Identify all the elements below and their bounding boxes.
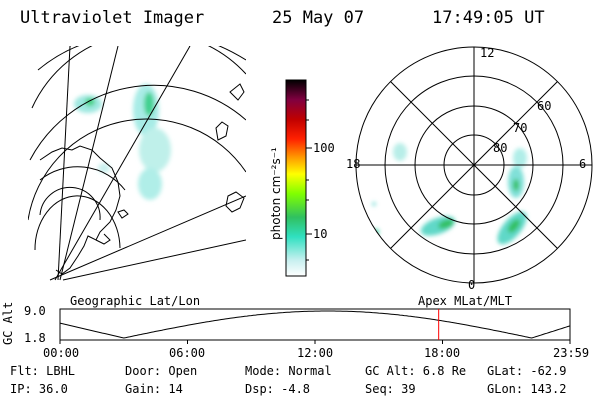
date-label: 25 May 07 bbox=[272, 8, 365, 28]
altitude-min-label: 1.8 bbox=[24, 331, 46, 345]
time-tick-2359: 23:59 bbox=[553, 346, 590, 360]
instrument-title: Ultraviolet Imager bbox=[20, 8, 205, 28]
seq-info: Seq: 39 bbox=[365, 382, 416, 396]
glon-info: GLon: 143.2 bbox=[487, 382, 567, 396]
mode-info: Mode: Normal bbox=[245, 364, 332, 378]
time-tick-1800: 18:00 bbox=[424, 346, 461, 360]
mlt-label-18: 18 bbox=[346, 157, 361, 171]
time-tick-1200: 12:00 bbox=[297, 346, 334, 360]
door-info: Door: Open bbox=[125, 364, 198, 378]
apex-projection-label: Apex MLat/MLT bbox=[418, 294, 512, 308]
time-tick-0600: 06:00 bbox=[169, 346, 206, 360]
geographic-projection-label: Geographic Lat/Lon bbox=[70, 294, 201, 308]
mlt-label-6: 6 bbox=[579, 157, 587, 171]
altitude-axis-label: GC Alt bbox=[1, 301, 15, 345]
mlat-label-80: 80 bbox=[493, 141, 508, 155]
altitude-max-label: 9.0 bbox=[24, 304, 46, 318]
aurora-emission-left bbox=[74, 84, 171, 200]
colorbar-tick-10: 10 bbox=[313, 227, 328, 241]
gain-info: Gain: 14 bbox=[125, 382, 183, 396]
mlat-label-60: 60 bbox=[537, 99, 552, 113]
mlat-label-70: 70 bbox=[513, 121, 528, 135]
altitude-curve bbox=[59, 310, 571, 339]
mlt-label-0: 0 bbox=[468, 278, 476, 292]
mlt-label-12: 12 bbox=[480, 46, 495, 60]
dsp-info: Dsp: -4.8 bbox=[245, 382, 311, 396]
filter-info: Flt: LBHL bbox=[10, 364, 76, 378]
colorbar-tick-100: 100 bbox=[313, 141, 335, 155]
ip-info: IP: 36.0 bbox=[10, 382, 68, 396]
glat-info: GLat: -62.9 bbox=[487, 364, 567, 378]
time-label: 17:49:05 UT bbox=[432, 8, 545, 28]
gc-alt-info: GC Alt: 6.8 Re bbox=[365, 364, 467, 378]
time-tick-0000: 00:00 bbox=[43, 346, 80, 360]
